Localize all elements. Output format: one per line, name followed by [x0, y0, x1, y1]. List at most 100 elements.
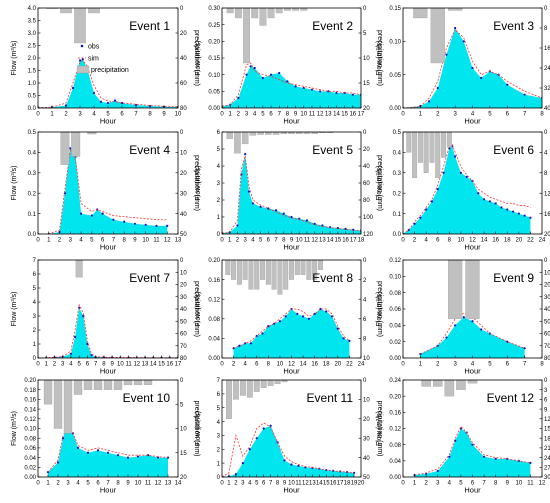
obs-point [284, 315, 287, 318]
x-tick-label: 12 [155, 481, 162, 487]
obs-point [73, 335, 77, 339]
precip-bar [265, 260, 271, 285]
obs-point [445, 336, 448, 339]
precip-bar [280, 132, 288, 134]
obs-point [120, 101, 124, 105]
x-tick-label: 11 [304, 238, 311, 244]
x-tick-label: 10 [175, 112, 182, 118]
p-tick-label: 0 [363, 378, 367, 384]
obs-area [233, 309, 350, 358]
y-tick-label: 0.18 [24, 388, 36, 394]
p-tick-label: 0 [544, 130, 548, 136]
y-tick-label: 0.10 [389, 40, 401, 46]
x-axis-label: Hour [100, 367, 117, 376]
precip-bar [294, 260, 300, 275]
obs-point [90, 214, 93, 217]
x-tick-label: 2 [436, 112, 440, 118]
precip-bar [432, 380, 443, 387]
p-tick-label: 80 [363, 198, 370, 204]
obs-point [112, 218, 115, 221]
obs-point [236, 224, 239, 227]
p-tick-label: 10 [363, 56, 370, 62]
y-tick-label: 0.2 [28, 191, 37, 197]
y-tick-label: 0.08 [389, 291, 401, 297]
obs-point [500, 206, 503, 209]
obs-point [335, 91, 338, 95]
p-tick-label: 80 [544, 356, 550, 362]
x-tick-label: 1 [227, 481, 231, 487]
obs-point [454, 155, 457, 158]
y-tick-label: 0.00 [389, 106, 401, 112]
obs-point [101, 212, 104, 215]
p-tick-label: 10 [180, 427, 187, 433]
precip-bar [73, 380, 83, 395]
legend-sim-label: sim [88, 56, 99, 63]
precip-bar [465, 260, 480, 319]
x-axis-label: Hour [464, 367, 481, 376]
obs-point [234, 473, 237, 476]
x-axis-label: Hour [100, 243, 117, 252]
x-tick-label: 4 [79, 238, 83, 244]
x-tick-label: 2 [64, 112, 68, 118]
obs-point [259, 205, 262, 208]
event-title: Event 3 [493, 19, 534, 33]
x-tick-label: 7 [269, 481, 273, 487]
x-tick-label: 20 [515, 238, 522, 244]
p-tick-label: 0 [544, 6, 548, 12]
p-tick-label: 15 [544, 427, 550, 433]
obs-point [506, 83, 509, 86]
obs-point [126, 456, 130, 459]
obs-point [319, 90, 322, 93]
x-tick-label: 3 [245, 112, 249, 118]
precip-bar [226, 380, 232, 419]
precip-bar [300, 260, 306, 275]
y-tick-label: 0.0 [393, 232, 402, 238]
x-axis-label: Hour [283, 367, 300, 376]
sim-line [414, 425, 531, 476]
x-tick-label: 20 [358, 481, 365, 487]
obs-point [71, 86, 75, 90]
obs-point [123, 220, 126, 223]
panel-frame [37, 131, 179, 235]
p-tick-label: 16 [544, 212, 550, 218]
y-tick-label: 0.1 [28, 212, 37, 218]
x-tick-label: 2 [236, 238, 240, 244]
x-tick-label: 9 [290, 238, 294, 244]
y-tick-label: 5 [33, 286, 37, 292]
p-tick-label: 20 [180, 475, 187, 481]
y-tick-label: 0.20 [208, 258, 220, 264]
x-tick-label: 6 [96, 481, 100, 487]
precip-bar [133, 380, 143, 385]
obs-point [459, 171, 463, 174]
precip-bar [239, 380, 246, 396]
x-tick-label: 2 [234, 481, 238, 487]
obs-point [454, 26, 457, 30]
x-tick-label: 10 [288, 481, 295, 487]
obs-point [523, 347, 526, 350]
x-tick-label: 12 [288, 362, 295, 368]
obs-point [419, 216, 422, 219]
y-axis-label: Flow (m³/s) [376, 41, 383, 76]
precip-bar [292, 8, 300, 11]
y-tick-label: 0.16 [389, 411, 401, 417]
p-tick-label: 20 [180, 31, 187, 37]
x-tick-label: 12 [311, 238, 318, 244]
x-tick-label: 12 [469, 238, 476, 244]
precip-bar [406, 132, 412, 153]
x-tick-label: 3 [69, 238, 73, 244]
precip-bar [441, 132, 447, 158]
x-tick-label: 14 [481, 238, 488, 244]
y-tick-label: 0.5 [28, 130, 37, 136]
x-tick-label: 13 [175, 238, 182, 244]
x-tick-label: 15 [323, 481, 330, 487]
x-tick-label: 2 [232, 362, 236, 368]
x-tick-label: 10 [296, 238, 303, 244]
precip-bar [241, 132, 249, 145]
plot-area [222, 380, 356, 477]
x-tick-label: 0 [401, 112, 405, 118]
y-tick-label: 0.02 [24, 466, 36, 472]
precip-bar [429, 132, 435, 163]
x-tick-label: 8 [494, 481, 498, 487]
y-tick-label: 0.0 [28, 106, 37, 112]
